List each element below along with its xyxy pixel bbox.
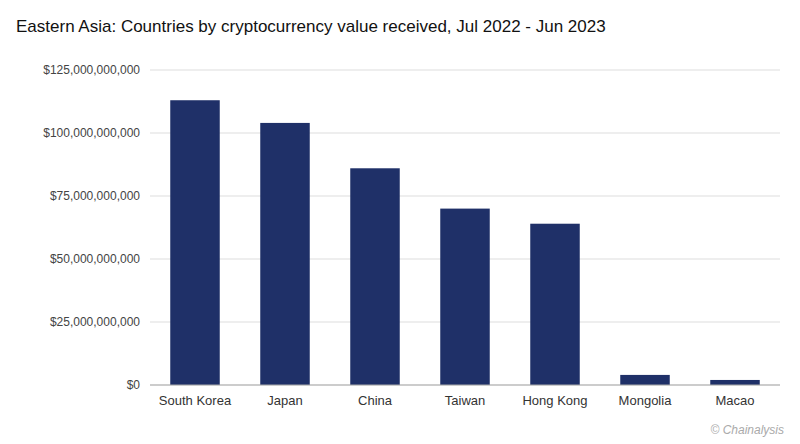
y-tick-label: $125,000,000,000 [43,63,140,77]
x-tick-label: Taiwan [445,393,485,408]
bar [170,100,220,385]
bars [170,100,760,385]
x-tick-label: Hong Kong [522,393,587,408]
y-tick-label: $75,000,000,000 [50,189,140,203]
bar [260,123,310,385]
bar [620,375,670,385]
grid-line [150,70,780,71]
grid-line [150,133,780,134]
grid-line [150,385,780,386]
x-tick-label: South Korea [159,393,232,408]
x-tick-label: Mongolia [619,393,673,408]
x-tick-label: China [358,393,393,408]
bar [710,380,760,385]
grid [150,70,780,385]
x-tick-label: Macao [715,393,754,408]
source: © Chainalysis [710,423,784,437]
chart-container: Eastern Asia: Countries by cryptocurrenc… [0,0,800,444]
y-tick-label: $50,000,000,000 [50,252,140,266]
title: Eastern Asia: Countries by cryptocurrenc… [16,17,606,36]
x-tick-label: Japan [267,393,302,408]
grid-line [150,196,780,197]
bar [350,168,400,385]
chart-svg: Eastern Asia: Countries by cryptocurrenc… [0,0,800,444]
x-axis-line [150,385,780,386]
y-tick-label: $0 [127,378,141,392]
y-tick-label: $25,000,000,000 [50,315,140,329]
bar [440,209,490,385]
bar [530,224,580,385]
y-tick-label: $100,000,000,000 [43,126,140,140]
background [0,0,800,444]
